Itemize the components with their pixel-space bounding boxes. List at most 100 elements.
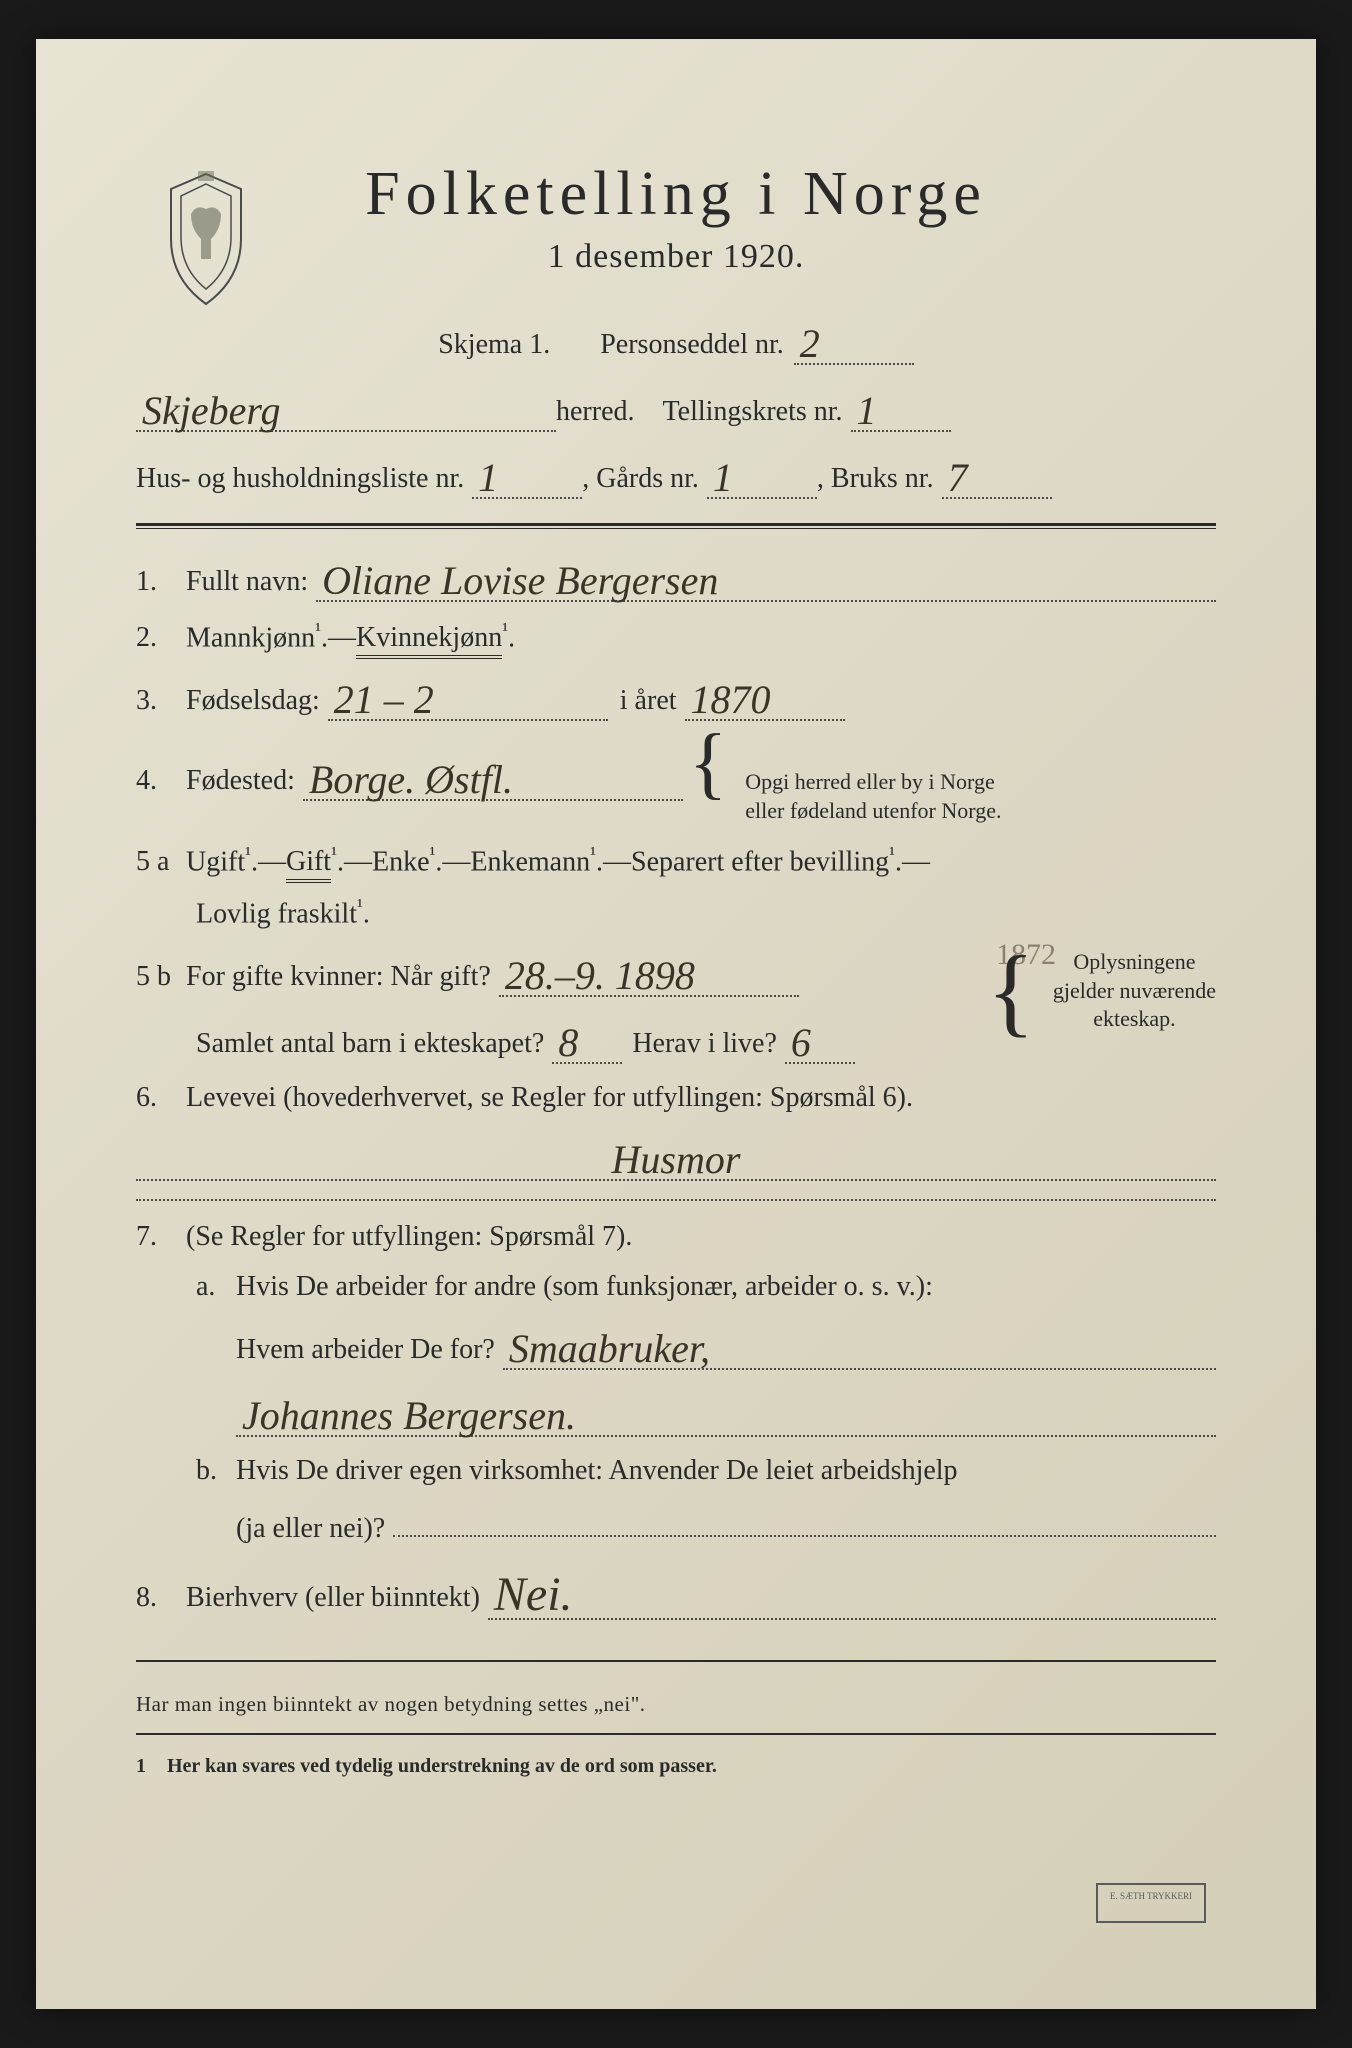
q5a-enkemann: Enkemann. [470,844,603,878]
q7a-value2: Johannes Bergersen. [242,1393,576,1438]
d2: — [344,846,372,878]
q5b-value-live: 6 [791,1020,811,1065]
q4-note-l1: Opgi herred eller by i Norge [745,769,994,794]
label-bruks: , Bruks nr. [817,463,934,495]
q5a-ugift: Ugift. [186,844,258,878]
census-form-page: Folketelling i Norge 1 desember 1920. Sk… [36,39,1316,2009]
footnote-text: Her kan svares ved tydelig understreknin… [167,1755,717,1777]
row-q5a: 5 a Ugift. — Gift. — Enke. — Enkemann. —… [136,844,1216,878]
row-q4: 4. Fødested: Borge. Østfl. { Opgi herred… [136,739,1216,825]
divider-dotted-1 [136,1199,1216,1201]
q5b-label-barn: Samlet antal barn i ekteskapet? [196,1028,544,1060]
value-herred: Skjeberg [142,388,280,433]
row-q1: 1. Fullt navn: Oliane Lovise Bergersen [136,553,1216,602]
q8-num: 8. [136,1582,186,1614]
form-title: Folketelling i Norge [136,159,1216,230]
q3-label: Fødselsdag: [186,685,320,717]
q3-year: 1870 [691,677,771,722]
q5b-num: 5 b [136,961,186,993]
q5a-ugift-t: Ugift [186,846,245,877]
label-gaards: , Gårds nr. [582,463,699,495]
q3-label-year: i året [620,685,677,717]
q5b-value-barn: 8 [558,1020,578,1065]
q7b-label2: (ja eller nei)? [236,1513,385,1545]
q5b-label-live: Herav i live? [632,1028,777,1060]
row-q5a-cont: Lovlig fraskilt. [196,896,1216,930]
q5b-n2: gjelder nuværende [1053,978,1216,1003]
q7a-label1: Hvis De arbeider for andre (som funksjon… [236,1271,933,1303]
row-q6: 6. Levevei (hovederhvervet, se Regler fo… [136,1082,1216,1114]
value-bruks: 7 [948,455,968,500]
q7-label: (Se Regler for utfyllingen: Spørsmål 7). [186,1221,632,1253]
q4-value: Borge. Østfl. [309,757,513,802]
divider-double [136,523,1216,529]
q5a-separert: Separert efter bevilling. [631,844,902,878]
row-q5b-barn: Samlet antal barn i ekteskapet? 8 Herav … [196,1015,1216,1064]
q6-num: 6. [136,1082,186,1114]
row-q8: 8. Bierhverv (eller biinntekt) Nei. [136,1563,1216,1620]
form-subtitle: 1 desember 1920. [136,238,1216,276]
q1-label: Fullt navn: [186,566,308,598]
q1-num: 1. [136,566,186,598]
row-q7: 7. (Se Regler for utfyllingen: Spørsmål … [136,1221,1216,1253]
q7a-num: a. [196,1271,236,1303]
q2-mann: Mannkjønn. [186,620,328,654]
row-q3: 3. Fødselsdag: 21 – 2 i året 1870 [136,672,1216,721]
row-q6-value: Husmor [136,1132,1216,1181]
q7b-num: b. [196,1455,236,1487]
q6-value: Husmor [612,1137,741,1182]
q5a-p: . [363,898,370,929]
q3-day: 21 – 2 [334,677,434,722]
q1-value: Oliane Lovise Bergersen [322,558,718,603]
form-header: Folketelling i Norge 1 desember 1920. [136,159,1216,276]
q8-label: Bierhverv (eller biinntekt) [186,1582,480,1614]
q2-dash: — [328,622,356,654]
q5a-fra-t: Lovlig fraskilt [196,898,357,929]
row-q7a-who2: Johannes Bergersen. [236,1388,1216,1437]
label-herred: herred. [556,396,635,428]
value-gaards: 1 [713,455,733,500]
q5b-value-gift: 28.–9. 1898 [505,953,695,998]
value-husliste: 1 [478,455,498,500]
q7b-label1: Hvis De driver egen virksomhet: Anvender… [236,1455,958,1487]
q5b-label-gift: For gifte kvinner: Når gift? [186,961,491,993]
q3-num: 3. [136,685,186,717]
q4-note: Opgi herred eller by i Norge eller fødel… [745,768,1001,825]
q5a-gift: Gift. [286,844,344,878]
q5a-fraskilt: Lovlig fraskilt. [196,896,370,930]
q5a-enke-t: Enke [372,846,430,877]
q5a-enke: Enke. [372,844,442,878]
row-q7b-2: (ja eller nei)? [236,1505,1216,1545]
form-body: Skjema 1. Personseddel nr. 2 Skjeberg he… [136,316,1216,1778]
row-q7a-who: Hvem arbeider De for? Smaabruker, [236,1321,1216,1370]
row-q7a: a. Hvis De arbeider for andre (som funks… [196,1271,1216,1303]
q4-note-l2: eller fødeland utenfor Norge. [745,798,1001,823]
row-husliste: Hus- og husholdningsliste nr. 1 , Gårds … [136,450,1216,499]
q2-num: 2. [136,622,186,654]
d3: — [442,846,470,878]
q5a-num: 5 a [136,846,186,878]
d1: — [258,846,286,878]
q7a-label2: Hvem arbeider De for? [236,1334,495,1366]
divider-single [136,1660,1216,1662]
footnote-num: 1 [136,1755,146,1777]
q5b-n1: Oplysningene [1073,949,1195,974]
q7a-value1: Smaabruker, [509,1326,710,1371]
d4: — [603,846,631,878]
bracket-icon-2: { [987,961,1035,1021]
bracket-icon: { [689,739,727,787]
row-q2: 2. Mannkjønn. — Kvinnekjønn. [136,620,1216,654]
q5a-enkemann-t: Enkemann [470,846,590,877]
row-skjema: Skjema 1. Personseddel nr. 2 [136,316,1216,365]
label-skjema: Skjema 1. [438,329,550,361]
label-personseddel: Personseddel nr. [600,329,784,361]
label-husliste: Hus- og husholdningsliste nr. [136,463,464,495]
coat-of-arms-icon [156,169,256,309]
q2-kvinne: Kvinnekjønn. [356,620,515,654]
row-q7b: b. Hvis De driver egen virksomhet: Anven… [196,1455,1216,1487]
q4-num: 4. [136,765,186,797]
q5a-sep-t: Separert efter bevilling [631,846,889,877]
divider-single-2 [136,1733,1216,1735]
row-herred: Skjeberg herred. Tellingskrets nr. 1 [136,383,1216,432]
q4-label: Fødested: [186,765,295,797]
